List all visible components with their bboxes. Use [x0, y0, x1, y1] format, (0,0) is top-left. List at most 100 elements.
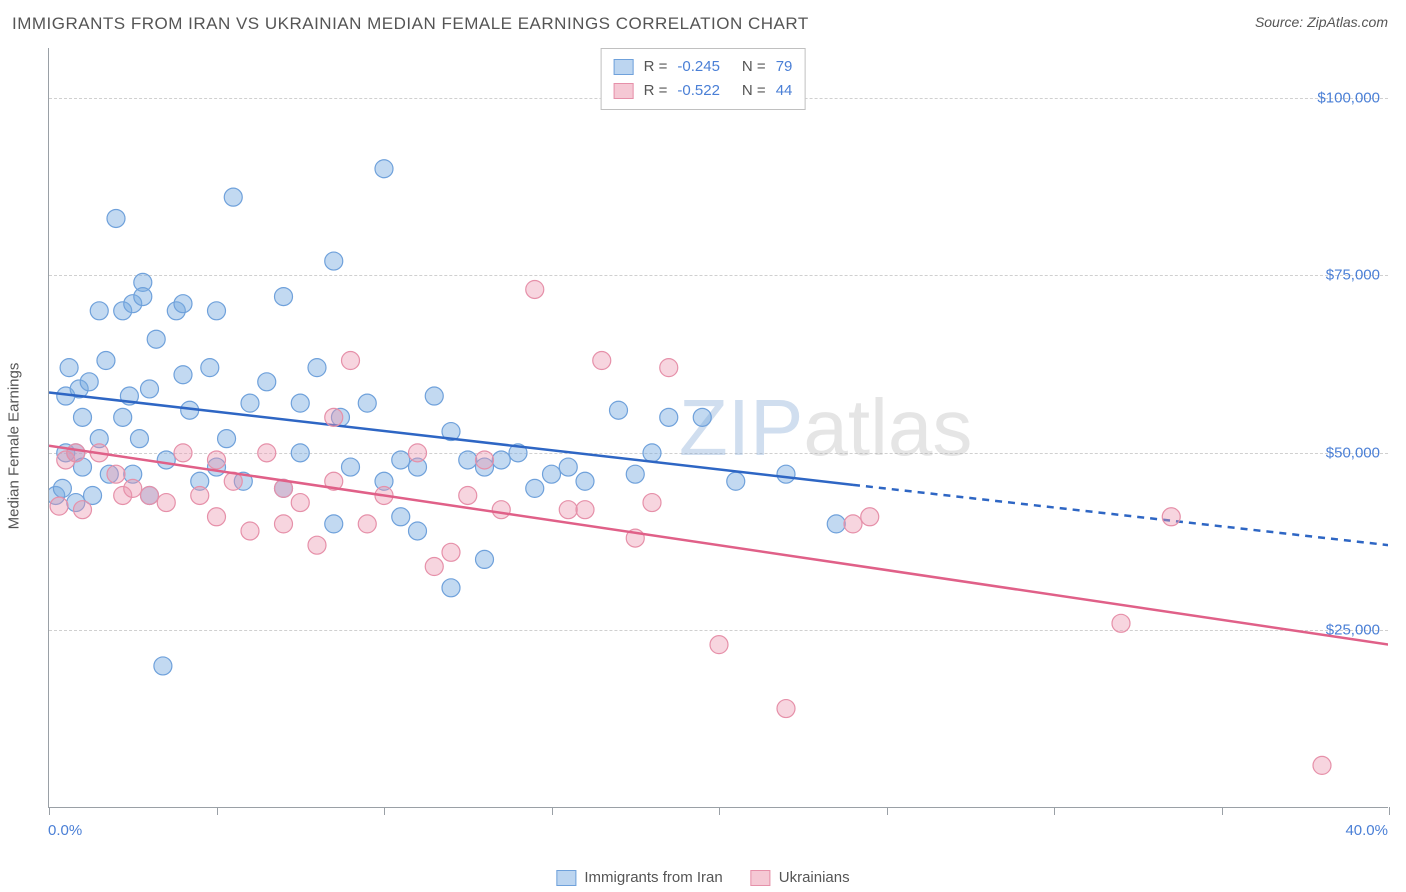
data-point-ukrainians[interactable]	[861, 508, 879, 526]
data-point-ukrainians[interactable]	[124, 479, 142, 497]
data-point-ukrainians[interactable]	[67, 444, 85, 462]
data-point-iran[interactable]	[275, 288, 293, 306]
legend-swatch	[751, 870, 771, 886]
data-point-iran[interactable]	[643, 444, 661, 462]
data-point-iran[interactable]	[727, 472, 745, 490]
data-point-ukrainians[interactable]	[1162, 508, 1180, 526]
data-point-ukrainians[interactable]	[660, 359, 678, 377]
data-point-iran[interactable]	[114, 408, 132, 426]
data-point-iran[interactable]	[610, 401, 628, 419]
legend-series-label: Ukrainians	[779, 869, 850, 886]
data-point-iran[interactable]	[526, 479, 544, 497]
data-point-iran[interactable]	[693, 408, 711, 426]
data-point-iran[interactable]	[358, 394, 376, 412]
data-point-iran[interactable]	[325, 515, 343, 533]
data-point-iran[interactable]	[375, 160, 393, 178]
data-point-ukrainians[interactable]	[74, 501, 92, 519]
data-point-ukrainians[interactable]	[342, 352, 360, 370]
data-point-ukrainians[interactable]	[1112, 614, 1130, 632]
data-point-ukrainians[interactable]	[258, 444, 276, 462]
data-point-iran[interactable]	[660, 408, 678, 426]
data-point-iran[interactable]	[325, 252, 343, 270]
data-point-iran[interactable]	[74, 408, 92, 426]
legend-correlation-row: R =-0.245N =79	[614, 55, 793, 79]
data-point-iran[interactable]	[342, 458, 360, 476]
data-point-iran[interactable]	[157, 451, 175, 469]
data-point-iran[interactable]	[543, 465, 561, 483]
data-point-ukrainians[interactable]	[409, 444, 427, 462]
data-point-iran[interactable]	[154, 657, 172, 675]
data-point-iran[interactable]	[97, 352, 115, 370]
data-point-iran[interactable]	[130, 430, 148, 448]
data-point-ukrainians[interactable]	[325, 408, 343, 426]
data-point-iran[interactable]	[777, 465, 795, 483]
data-point-ukrainians[interactable]	[777, 700, 795, 718]
data-point-ukrainians[interactable]	[208, 508, 226, 526]
legend-n-label: N =	[742, 55, 766, 79]
legend-r-value: -0.522	[677, 79, 720, 103]
data-point-iran[interactable]	[392, 451, 410, 469]
data-point-ukrainians[interactable]	[476, 451, 494, 469]
data-point-iran[interactable]	[147, 330, 165, 348]
data-point-iran[interactable]	[53, 479, 71, 497]
data-point-ukrainians[interactable]	[291, 494, 309, 512]
data-point-iran[interactable]	[576, 472, 594, 490]
data-point-ukrainians[interactable]	[50, 497, 68, 515]
data-point-iran[interactable]	[392, 508, 410, 526]
data-point-ukrainians[interactable]	[459, 486, 477, 504]
data-point-ukrainians[interactable]	[425, 558, 443, 576]
data-point-iran[interactable]	[174, 366, 192, 384]
data-point-iran[interactable]	[90, 302, 108, 320]
data-point-iran[interactable]	[476, 550, 494, 568]
data-point-ukrainians[interactable]	[157, 494, 175, 512]
data-point-iran[interactable]	[224, 188, 242, 206]
data-point-iran[interactable]	[291, 444, 309, 462]
data-point-iran[interactable]	[208, 302, 226, 320]
legend-r-label: R =	[644, 79, 668, 103]
data-point-iran[interactable]	[559, 458, 577, 476]
data-point-ukrainians[interactable]	[174, 444, 192, 462]
data-point-ukrainians[interactable]	[844, 515, 862, 533]
data-point-iran[interactable]	[258, 373, 276, 391]
legend-swatch	[614, 59, 634, 75]
data-point-ukrainians[interactable]	[576, 501, 594, 519]
data-point-ukrainians[interactable]	[1313, 756, 1331, 774]
data-point-iran[interactable]	[626, 465, 644, 483]
legend-series-label: Immigrants from Iran	[584, 869, 722, 886]
data-point-iran[interactable]	[201, 359, 219, 377]
data-point-ukrainians[interactable]	[208, 451, 226, 469]
data-point-ukrainians[interactable]	[141, 486, 159, 504]
x-tick	[49, 807, 50, 815]
data-point-iran[interactable]	[134, 288, 152, 306]
data-point-ukrainians[interactable]	[593, 352, 611, 370]
data-point-iran[interactable]	[218, 430, 236, 448]
data-point-ukrainians[interactable]	[107, 465, 125, 483]
data-point-ukrainians[interactable]	[526, 280, 544, 298]
data-point-iran[interactable]	[492, 451, 510, 469]
data-point-ukrainians[interactable]	[492, 501, 510, 519]
data-point-iran[interactable]	[174, 295, 192, 313]
data-point-ukrainians[interactable]	[442, 543, 460, 561]
data-point-ukrainians[interactable]	[308, 536, 326, 554]
data-point-iran[interactable]	[80, 373, 98, 391]
data-point-ukrainians[interactable]	[710, 636, 728, 654]
data-point-ukrainians[interactable]	[559, 501, 577, 519]
data-point-iran[interactable]	[291, 394, 309, 412]
legend-n-value: 44	[776, 79, 793, 103]
data-point-ukrainians[interactable]	[191, 486, 209, 504]
data-point-iran[interactable]	[827, 515, 845, 533]
data-point-ukrainians[interactable]	[241, 522, 259, 540]
data-point-ukrainians[interactable]	[358, 515, 376, 533]
data-point-iran[interactable]	[442, 579, 460, 597]
data-point-iran[interactable]	[459, 451, 477, 469]
data-point-iran[interactable]	[425, 387, 443, 405]
data-point-iran[interactable]	[308, 359, 326, 377]
data-point-ukrainians[interactable]	[643, 494, 661, 512]
data-point-iran[interactable]	[60, 359, 78, 377]
data-point-iran[interactable]	[409, 522, 427, 540]
data-point-iran[interactable]	[241, 394, 259, 412]
data-point-ukrainians[interactable]	[275, 515, 293, 533]
legend-correlation-row: R =-0.522N =44	[614, 79, 793, 103]
data-point-iran[interactable]	[107, 209, 125, 227]
data-point-iran[interactable]	[141, 380, 159, 398]
